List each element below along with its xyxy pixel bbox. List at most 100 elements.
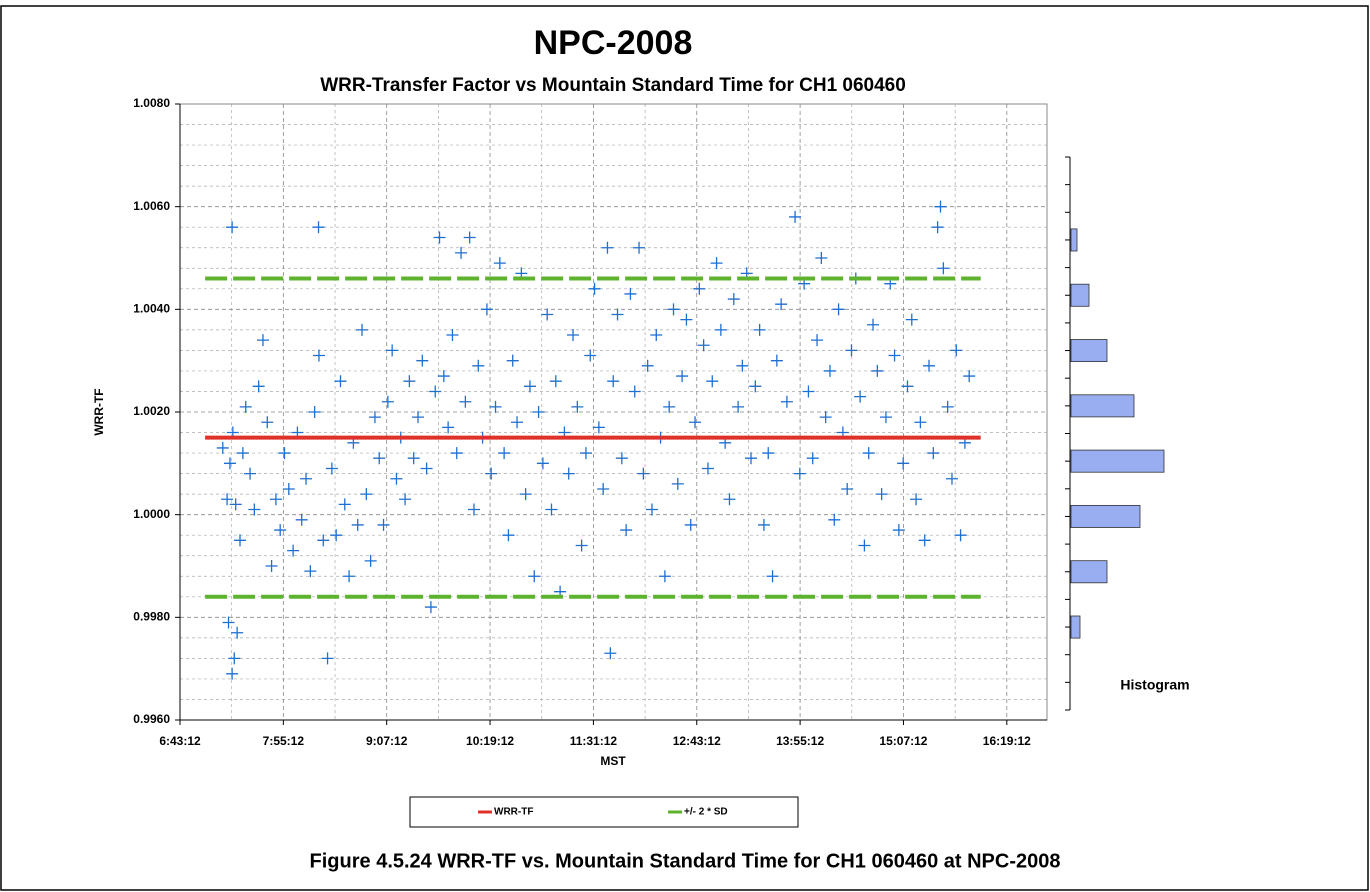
point <box>368 411 381 424</box>
histogram-bar <box>1070 615 1081 639</box>
point <box>918 534 931 547</box>
point <box>282 483 295 495</box>
point <box>229 498 242 511</box>
point <box>736 359 749 372</box>
frame <box>0 5 1369 891</box>
point <box>828 513 841 526</box>
point <box>390 472 403 485</box>
y-tick-label: 1.0060 <box>133 199 170 213</box>
point <box>858 539 871 552</box>
point <box>300 472 313 485</box>
point <box>624 287 637 300</box>
point <box>351 518 364 531</box>
point <box>802 385 815 398</box>
histogram-bar <box>1070 394 1135 418</box>
point <box>467 503 480 516</box>
point <box>897 457 910 470</box>
y-tick-label: 1.0040 <box>133 302 170 316</box>
point <box>228 652 241 665</box>
point <box>620 524 633 537</box>
histogram-bar <box>1070 228 1078 252</box>
point <box>541 308 554 321</box>
point <box>386 344 399 357</box>
point <box>562 467 575 480</box>
point <box>420 462 433 475</box>
point <box>528 570 541 583</box>
point <box>377 518 390 531</box>
point <box>637 467 650 480</box>
x-tick-label: 10:19:12 <box>466 734 514 748</box>
point <box>485 467 498 480</box>
point <box>532 406 545 418</box>
point <box>775 298 788 311</box>
point <box>265 560 278 572</box>
point <box>269 493 282 506</box>
point <box>611 308 624 321</box>
point <box>732 400 745 413</box>
point <box>424 601 437 614</box>
point <box>914 416 927 429</box>
point <box>433 231 446 244</box>
point <box>723 493 736 506</box>
point <box>597 483 610 495</box>
point <box>628 385 641 398</box>
point <box>493 257 506 270</box>
point <box>780 395 793 408</box>
point <box>684 518 697 531</box>
point <box>841 483 854 495</box>
point <box>364 554 377 567</box>
point <box>325 462 338 475</box>
point <box>317 534 330 547</box>
point <box>321 652 334 665</box>
legend-label: WRR-TF <box>494 807 533 818</box>
point <box>867 318 880 331</box>
point <box>892 524 905 537</box>
point <box>278 447 291 460</box>
point <box>588 282 601 295</box>
point <box>506 354 519 367</box>
point <box>766 570 779 583</box>
point <box>411 411 424 424</box>
point <box>356 323 369 336</box>
point <box>252 380 265 393</box>
point <box>862 447 875 460</box>
point <box>429 385 442 398</box>
point <box>757 518 770 531</box>
point <box>641 359 654 372</box>
histogram-bar <box>1070 504 1141 528</box>
y-tick-label: 0.9980 <box>133 610 170 624</box>
point <box>811 334 824 347</box>
point <box>888 349 901 362</box>
histogram-bar <box>1070 339 1108 363</box>
point <box>770 354 783 367</box>
point <box>399 493 412 506</box>
point <box>714 323 727 336</box>
point <box>407 452 420 465</box>
point <box>338 498 351 511</box>
point <box>403 375 416 388</box>
y-tick-label: 1.0020 <box>133 404 170 418</box>
histogram-bar <box>1070 560 1108 584</box>
point <box>446 329 459 341</box>
point <box>871 364 884 377</box>
point <box>823 364 836 377</box>
point <box>832 303 845 316</box>
point <box>472 359 485 372</box>
point <box>489 400 502 413</box>
point <box>845 344 858 357</box>
point <box>815 252 828 264</box>
point <box>287 544 300 557</box>
point <box>455 246 468 259</box>
point <box>710 257 723 270</box>
point <box>571 400 584 413</box>
point <box>248 503 261 516</box>
point <box>680 313 693 326</box>
point <box>592 421 605 434</box>
point <box>312 221 325 234</box>
point <box>334 375 347 388</box>
point <box>567 329 580 341</box>
point <box>549 375 562 388</box>
point <box>308 406 321 418</box>
point <box>244 467 257 480</box>
